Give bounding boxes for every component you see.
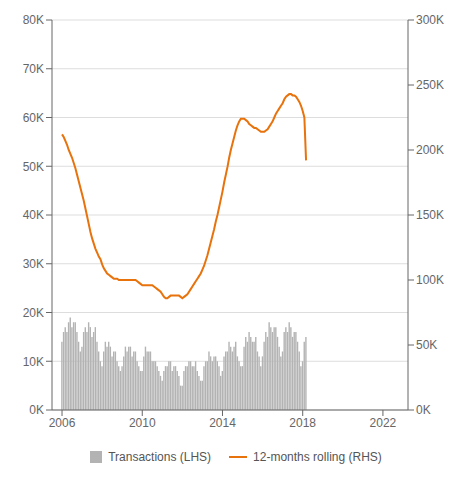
svg-text:2014: 2014 (209, 416, 236, 430)
svg-text:2006: 2006 (49, 416, 76, 430)
svg-text:2018: 2018 (289, 416, 316, 430)
svg-text:10K: 10K (23, 355, 44, 369)
svg-text:200K: 200K (416, 143, 444, 157)
svg-text:70K: 70K (23, 62, 44, 76)
svg-text:80K: 80K (23, 13, 44, 27)
svg-text:100K: 100K (416, 273, 444, 287)
svg-text:0K: 0K (29, 403, 44, 417)
svg-text:2022: 2022 (370, 416, 397, 430)
svg-text:20K: 20K (23, 306, 44, 320)
svg-text:300K: 300K (416, 13, 444, 27)
svg-text:30K: 30K (23, 257, 44, 271)
svg-text:60K: 60K (23, 111, 44, 125)
svg-text:0K: 0K (416, 403, 431, 417)
svg-text:2010: 2010 (129, 416, 156, 430)
svg-text:150K: 150K (416, 208, 444, 222)
svg-text:40K: 40K (23, 208, 44, 222)
svg-text:50K: 50K (416, 338, 437, 352)
svg-text:250K: 250K (416, 78, 444, 92)
html-text:12-months rolling (RHS): 12-months rolling (RHS) (253, 450, 382, 464)
html-text:Transactions (LHS): Transactions (LHS) (108, 450, 212, 464)
svg-text:50K: 50K (23, 160, 44, 174)
